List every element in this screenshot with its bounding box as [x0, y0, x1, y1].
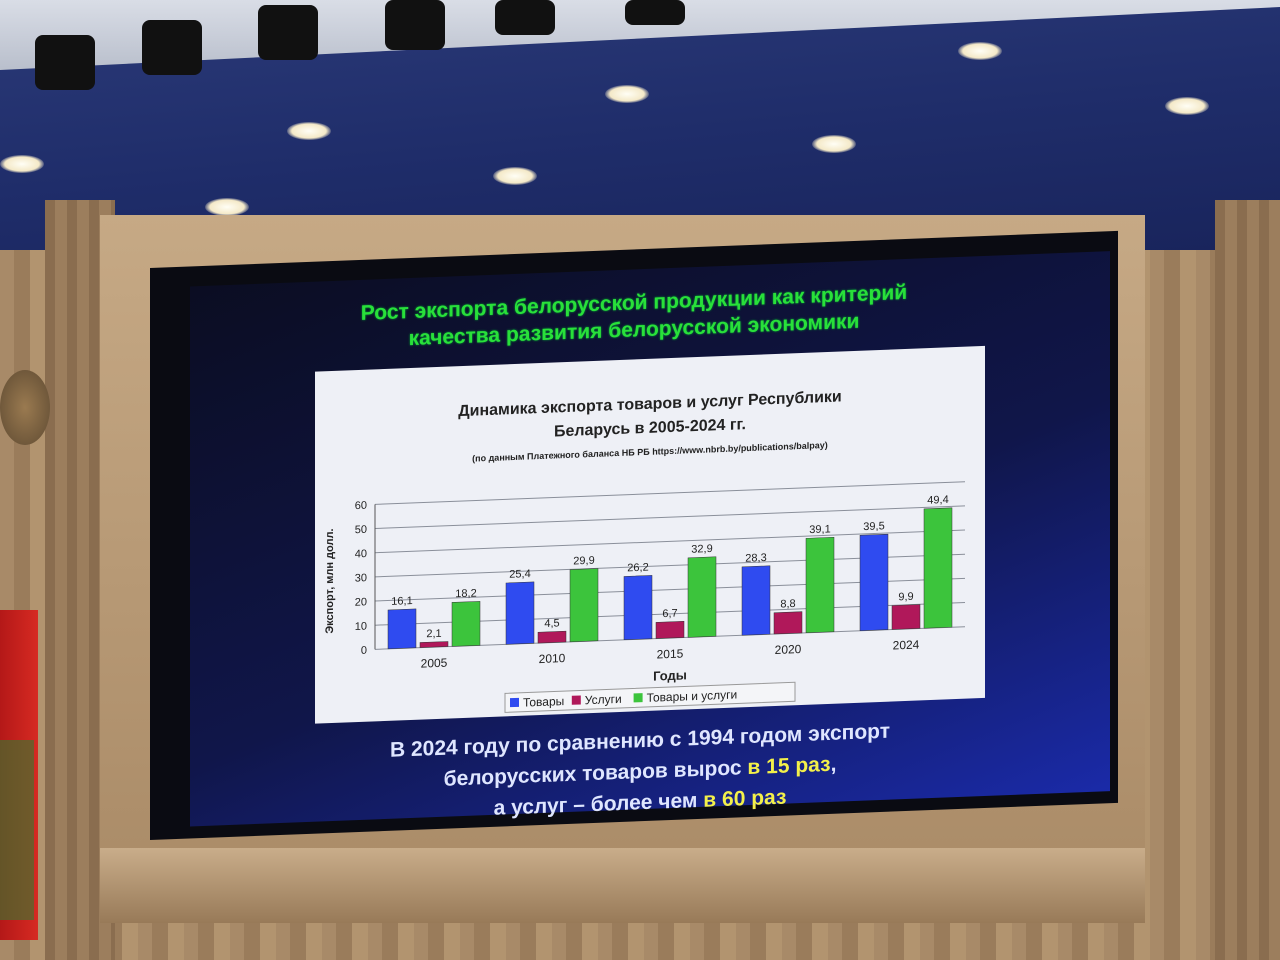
stage-spotlight: [258, 5, 318, 60]
y-tick-label: 40: [355, 548, 367, 560]
data-label: 28,3: [745, 552, 766, 565]
legend-entry: Товары и услуги: [647, 687, 738, 704]
screen-ledge: [100, 848, 1145, 923]
y-tick-label: 0: [361, 645, 367, 657]
stage-spotlight: [385, 0, 445, 50]
gridline: [375, 529, 965, 554]
x-tick-label: 2015: [657, 647, 684, 662]
chart-title-line-1: Динамика экспорта товаров и услуг Респуб…: [458, 388, 842, 420]
legend-entry: Услуги: [585, 692, 622, 707]
bar-Товары и услуги: [923, 507, 953, 629]
x-tick-label: 2005: [421, 656, 448, 671]
ceiling-light: [605, 85, 649, 103]
ceiling-light: [493, 167, 537, 185]
legend-entry: Товары: [523, 694, 564, 710]
y-tick-label: 20: [355, 596, 367, 608]
legend-swatch: [510, 697, 519, 708]
bar-chart: Динамика экспорта товаров и услуг Респуб…: [324, 388, 965, 713]
y-tick-label: 10: [355, 621, 367, 633]
ceiling-light: [0, 155, 44, 173]
data-label: 2,1: [426, 628, 441, 641]
chart-title-line-2: Беларусь в 2005-2024 гг.: [554, 416, 746, 440]
legend-swatch: [633, 693, 643, 703]
conclusion-text: ,: [830, 752, 837, 776]
data-label: 25,4: [509, 568, 530, 581]
chart-panel: Динамика экспорта товаров и услуг Респуб…: [315, 345, 985, 724]
stage-spotlight: [495, 0, 555, 35]
bar-Услуги: [655, 621, 685, 639]
x-tick-label: 2024: [893, 637, 920, 652]
data-label: 8,8: [780, 598, 795, 611]
ceiling-light: [958, 42, 1002, 60]
flag-ornament: [0, 740, 34, 920]
gridline: [375, 481, 965, 505]
ceiling-light: [812, 135, 856, 153]
ceiling-light: [205, 198, 249, 216]
data-label: 49,4: [927, 494, 948, 507]
legend-box: [504, 681, 796, 713]
data-label: 32,9: [691, 543, 712, 556]
y-tick-label: 60: [355, 500, 367, 512]
data-label: 29,9: [573, 555, 594, 568]
ceiling-light: [287, 122, 331, 140]
bar-Товары и услуги: [687, 556, 717, 638]
bar-Товары: [859, 533, 889, 631]
gridline: [375, 505, 965, 530]
data-label: 39,5: [863, 520, 884, 533]
data-label: 6,7: [662, 608, 677, 621]
bar-Товары: [387, 608, 417, 650]
bar-Услуги: [419, 641, 449, 648]
data-label: 18,2: [455, 587, 476, 600]
x-tick-label: 2010: [539, 651, 566, 666]
wall-pillar: [1215, 200, 1280, 960]
y-tick-label: 50: [355, 524, 367, 536]
bar-Услуги: [773, 611, 803, 635]
state-emblem: [0, 370, 50, 445]
data-label: 26,2: [627, 562, 648, 575]
data-label: 39,1: [809, 523, 830, 536]
y-tick-label: 30: [355, 572, 367, 584]
legend: Товары Услуги Товары и услуги: [504, 681, 796, 713]
data-label: 9,9: [898, 591, 913, 604]
stage-spotlight: [35, 35, 95, 90]
bar-Услуги: [537, 630, 567, 644]
bar-Товары: [741, 565, 771, 636]
conclusion-text: а услуг – более чем: [493, 788, 704, 820]
x-tick-label: 2020: [775, 642, 802, 657]
bar-Товары и услуги: [805, 536, 835, 634]
data-label: 4,5: [544, 617, 559, 630]
stage-spotlight: [625, 0, 685, 25]
bar-Товары: [505, 581, 535, 645]
chart-subtitle: (по данным Платежного баланса НБ РБ http…: [472, 440, 828, 464]
y-axis-label: Экспорт, млн долл.: [324, 528, 336, 634]
data-label: 16,1: [391, 595, 412, 608]
ceiling-light: [1165, 97, 1209, 115]
legend-swatch: [571, 695, 581, 705]
bar-Товары и услуги: [451, 601, 481, 647]
bar-Товары: [623, 575, 653, 641]
services-growth-highlight: в 60 раз: [703, 785, 787, 812]
bar-Услуги: [891, 604, 921, 630]
bar-Товары и услуги: [569, 568, 599, 643]
stage-spotlight: [142, 20, 202, 75]
x-axis-label: Годы: [653, 667, 687, 683]
presentation-screen: Рост экспорта белорусской продукции как …: [150, 230, 1118, 841]
goods-growth-highlight: в 15 раз: [747, 752, 831, 780]
